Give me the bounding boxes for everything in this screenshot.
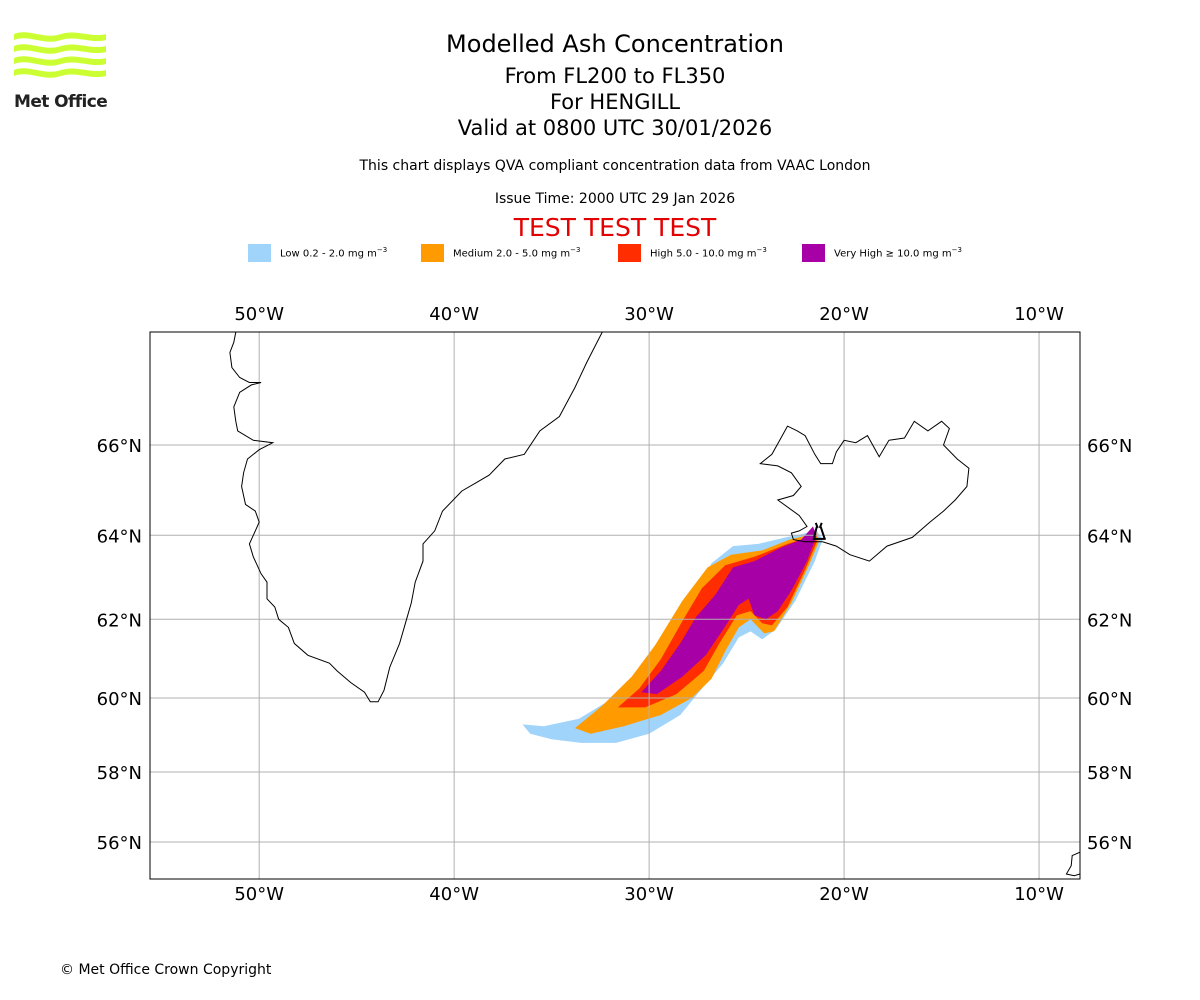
map-frame [149,331,1081,880]
lat-tick-label-right: 66°N [1087,436,1132,457]
lon-tick-label-top: 40°W [429,304,479,325]
axis-labels: 50°W 50°W 40°W 40°W 30°W 30°W 20°W 20°W 10°W 10°W… [97,304,1133,905]
legend-swatch-low [248,244,271,262]
volcano-icon [812,522,826,540]
graticule [150,332,1080,879]
lat-tick-label-left: 64°N [97,526,142,547]
lon-tick-label-bottom: 50°W [234,884,284,905]
flight-levels: From FL200 to FL350 [504,64,726,88]
lat-tick-label-right: 56°N [1087,833,1132,854]
lat-tick-label-right: 64°N [1087,526,1132,547]
legend-label: Low 0.2 - 2.0 mg m−3 [280,246,388,260]
legend-label: Very High ≥ 10.0 mg m−3 [834,246,962,260]
lon-tick-label-bottom: 20°W [819,884,869,905]
legend-label: Medium 2.0 - 5.0 mg m−3 [453,246,581,260]
ash-contour-very-high [641,526,817,695]
legend-swatch-very-high [802,244,825,262]
coastlines [229,332,1080,877]
met-office-waves-icon [14,32,106,78]
legend-item-high: High 5.0 - 10.0 mg m−3 [618,244,767,262]
legend-item-low: Low 0.2 - 2.0 mg m−3 [248,244,387,262]
lat-tick-label-left: 56°N [97,833,142,854]
lon-tick-label-bottom: 40°W [429,884,479,905]
copyright: © Met Office Crown Copyright [60,962,272,978]
lon-tick-label-top: 50°W [234,304,284,325]
legend-swatch-medium [421,244,444,262]
lat-tick-label-right: 62°N [1087,610,1132,631]
coastline-iceland [759,420,970,562]
lon-tick-label-top: 30°W [624,304,674,325]
met-office-logo [14,30,108,112]
logo-text: Met Office [14,92,108,112]
lon-tick-label-top: 10°W [1014,304,1064,325]
legend-swatch-high [618,244,641,262]
legend-item-medium: Medium 2.0 - 5.0 mg m−3 [421,244,580,262]
chart-subtitle: This chart displays QVA compliant concen… [359,158,871,174]
coastline-scotland-corner [1065,851,1080,877]
chart-title: Modelled Ash Concentration [446,30,784,58]
legend-item-very-high: Very High ≥ 10.0 mg m−3 [802,244,962,262]
lat-tick-label-right: 58°N [1087,763,1132,784]
issue-time: Issue Time: 2000 UTC 29 Jan 2026 [494,191,736,207]
coastline-greenland [229,332,603,703]
lat-tick-label-left: 58°N [97,763,142,784]
valid-time: Valid at 0800 UTC 30/01/2026 [457,116,773,140]
lat-tick-label-left: 60°N [97,689,142,710]
lon-tick-label-bottom: 30°W [624,884,674,905]
ash-contours [522,526,823,743]
test-banner: TEST TEST TEST [513,213,717,242]
lat-tick-label-left: 62°N [97,610,142,631]
volcano-name: For HENGILL [549,90,681,114]
legend-label: High 5.0 - 10.0 mg m−3 [650,246,767,260]
volcano-marker [812,522,826,540]
lon-tick-label-top: 20°W [819,304,869,325]
lon-tick-label-bottom: 10°W [1014,884,1064,905]
lat-tick-label-left: 66°N [97,436,142,457]
lat-tick-label-right: 60°N [1087,689,1132,710]
